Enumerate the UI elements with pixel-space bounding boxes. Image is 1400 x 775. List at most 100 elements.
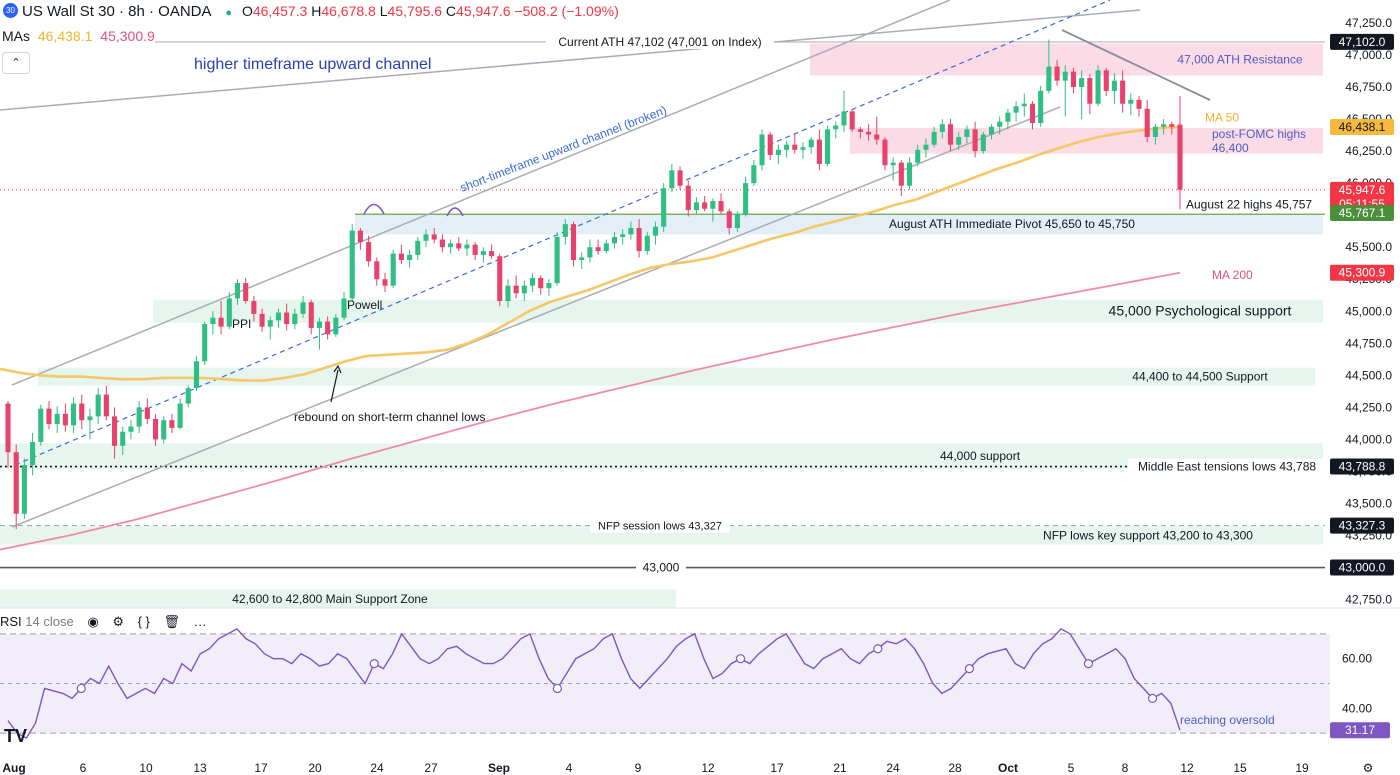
candle	[267, 316, 273, 340]
candle	[13, 444, 19, 530]
top-arc-1	[363, 203, 385, 215]
middle-east-label-bg	[1128, 458, 1324, 474]
candle	[866, 124, 872, 141]
candle	[997, 116, 1003, 135]
candle	[595, 239, 601, 255]
powell-label: Powell	[347, 298, 382, 312]
ma-legend[interactable]: MAs 46,438.1 45,300.9	[2, 28, 155, 44]
nfp-label: NFP session lows 43,327	[598, 521, 722, 533]
candle-body	[792, 144, 798, 150]
price-tag-text: 45,300.9	[1339, 266, 1386, 280]
rsi-annotation: reaching oversold	[1180, 713, 1275, 727]
candle	[1169, 121, 1175, 135]
candle-body	[357, 230, 363, 243]
candle-body	[890, 162, 896, 166]
time-tick-label: 21	[833, 761, 847, 775]
candle	[652, 221, 659, 245]
candle	[882, 137, 888, 171]
candle	[71, 397, 77, 434]
ma200-legend-value: 45,300.9	[100, 28, 155, 44]
candle	[767, 131, 773, 161]
candle-body	[923, 144, 929, 150]
candle-body	[234, 283, 241, 299]
candle	[333, 313, 339, 337]
candle-body	[161, 420, 167, 440]
candle-body	[103, 394, 109, 417]
trash-icon[interactable]: 🗑	[163, 614, 181, 629]
candle-body	[1136, 99, 1142, 109]
middle-east-label: Middle East tensions lows 43,788	[1138, 460, 1316, 474]
price-tick-label: 44,000.0	[1345, 432, 1392, 446]
candle-body	[964, 129, 970, 138]
eye-icon[interactable]: ◉	[87, 614, 99, 629]
candle	[95, 388, 101, 425]
collapse-legend-button[interactable]: ⌃	[2, 52, 30, 74]
candle-body	[251, 301, 257, 314]
candle	[259, 308, 265, 332]
candle	[456, 236, 462, 252]
candle-body	[562, 224, 568, 237]
candle	[136, 400, 142, 434]
tradingview-logo-icon: TV	[4, 726, 27, 746]
candle	[46, 400, 52, 430]
nfp-label-bg	[590, 518, 730, 533]
ppi-label: PPI	[232, 317, 251, 331]
candle-body	[980, 134, 986, 152]
candle-body	[931, 131, 937, 145]
zone-label-0: 47,000 ATH Resistance	[1177, 52, 1303, 66]
symbol-badge[interactable]: 30	[3, 3, 18, 18]
price-tick-label: 42,750.0	[1345, 593, 1392, 607]
candle-body	[325, 321, 331, 335]
rsi-pivot-marker	[552, 683, 562, 694]
candle-body	[112, 416, 118, 446]
rsi-header[interactable]: RSI 14 close ◉ ⚙ { } 🗑 …	[0, 614, 207, 630]
rsi-pivot-marker	[369, 659, 379, 669]
candle-body	[808, 139, 814, 148]
ath-label-bg	[546, 33, 774, 49]
more-icon[interactable]: …	[193, 614, 207, 629]
candle-body	[1161, 124, 1167, 127]
higher-tf-channel-label: higher timeframe upward channel	[194, 56, 431, 73]
price-tag-dark: 43,788.8	[1330, 458, 1394, 475]
candle	[382, 272, 388, 293]
zone-label-5: 44,000 support	[940, 449, 1021, 463]
candle	[808, 137, 814, 154]
candle	[620, 229, 626, 245]
candle	[300, 295, 306, 318]
candle-body	[603, 243, 609, 252]
candle-body	[62, 413, 68, 426]
candle-body	[472, 244, 478, 255]
candle	[152, 413, 159, 446]
candle-body	[816, 139, 822, 164]
candle-body	[710, 201, 716, 209]
candle	[38, 404, 44, 446]
candle	[1013, 101, 1019, 122]
candle	[906, 157, 913, 190]
candle	[1029, 101, 1036, 130]
rebound-arrow-shaft	[330, 369, 339, 403]
ohlc-change: −508.2 (−1.09%)	[514, 3, 619, 19]
price-tag-box	[1330, 264, 1394, 281]
candle-body	[587, 247, 593, 258]
candle-body	[521, 285, 527, 294]
zone-label-1: 46,400	[1212, 141, 1249, 155]
candle	[644, 231, 650, 255]
candle	[669, 163, 675, 193]
settings-icon[interactable]: ⚙	[112, 614, 124, 629]
candle	[751, 160, 757, 186]
candle-body	[1021, 103, 1027, 107]
candle	[5, 400, 11, 468]
source-code-icon[interactable]: { }	[137, 614, 150, 629]
candle-body	[644, 235, 650, 252]
candle-body	[46, 408, 52, 425]
price-tick-label: 43,500.0	[1345, 496, 1392, 510]
candle	[448, 239, 454, 254]
rsi-value-tag	[1330, 722, 1390, 739]
candle-body	[538, 277, 544, 289]
level-43000-label: 43,000	[643, 561, 680, 575]
candle	[480, 247, 486, 263]
candle	[144, 398, 150, 425]
symbol-title[interactable]: US Wall St 30 · 8h · OANDA	[22, 3, 212, 20]
candle	[849, 108, 855, 132]
